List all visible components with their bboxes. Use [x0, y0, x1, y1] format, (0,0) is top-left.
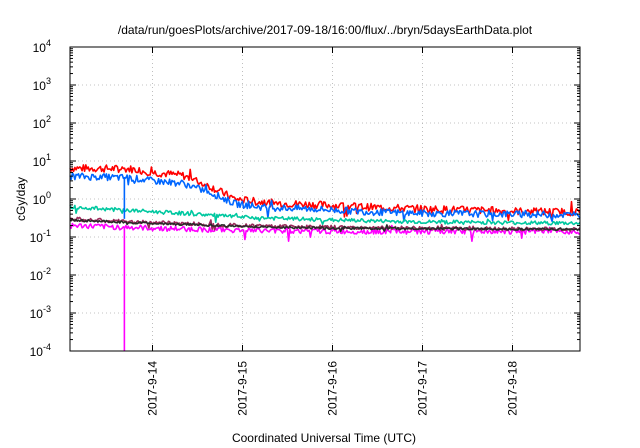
series-line-0 [69, 164, 581, 222]
y-tick-label: 10-4 [30, 342, 51, 359]
y-tick-label: 104 [33, 38, 51, 55]
x-tick-label: 2017-9-18 [506, 361, 520, 416]
y-axis-label: cGy/day [14, 177, 28, 221]
x-tick-label: 2017-9-17 [416, 361, 430, 416]
x-tick-label: 2017-9-14 [146, 361, 160, 416]
series-line-5 [69, 218, 581, 233]
y-tick-label: 102 [33, 114, 51, 131]
y-tick-label: 103 [33, 76, 51, 93]
series-line-2 [69, 204, 581, 226]
x-axis-ticks: 2017-9-14 2017-9-15 2017-9-16 2017-9-17 2017… [146, 47, 520, 416]
x-tick-label: 2017-9-15 [236, 361, 250, 416]
x-tick-label: 2017-9-16 [326, 361, 340, 416]
y-tick-label: 10-2 [30, 266, 51, 283]
data-series [69, 164, 581, 351]
y-axis-ticks: 10-4 10-3 10-2 10-1 100 101 102 103 104 [30, 38, 580, 359]
chart-title: /data/run/goesPlots/archive/2017-09-18/1… [118, 23, 533, 37]
y-tick-label: 101 [33, 152, 51, 169]
x-axis-label: Coordinated Universal Time (UTC) [232, 431, 416, 445]
grid-lines [70, 47, 580, 351]
series-line-1 [69, 172, 581, 223]
plot-frame [69, 46, 581, 352]
y-tick-label: 10-3 [30, 304, 51, 321]
y-tick-label: 100 [33, 190, 51, 207]
y-tick-label: 10-1 [30, 228, 51, 245]
